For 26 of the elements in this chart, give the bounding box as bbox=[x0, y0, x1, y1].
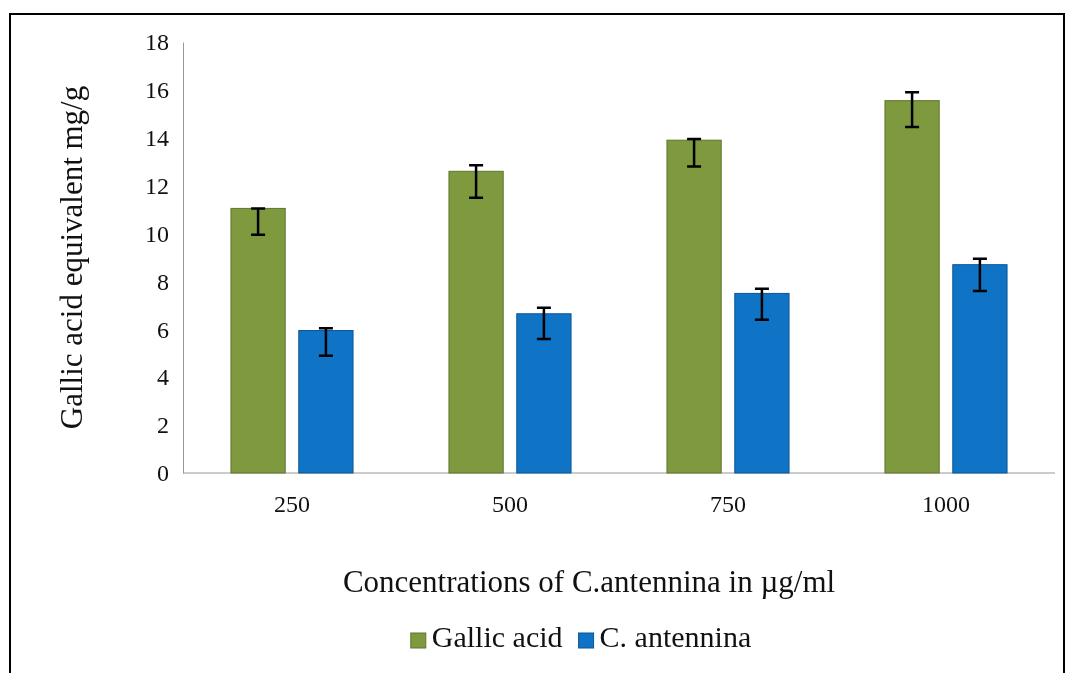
y-tick-label: 8 bbox=[157, 268, 169, 295]
y-tick-label: 16 bbox=[145, 77, 169, 104]
y-tick-label: 2 bbox=[157, 412, 169, 439]
legend-label: C. antennina bbox=[599, 620, 752, 653]
y-tick-label: 18 bbox=[145, 29, 169, 56]
x-tick-label: 250 bbox=[274, 491, 310, 518]
bar bbox=[734, 292, 790, 474]
bar bbox=[230, 207, 286, 474]
bar bbox=[884, 100, 940, 474]
legend-label: Gallic acid bbox=[431, 620, 563, 653]
y-tick-label: 14 bbox=[145, 124, 169, 151]
y-tick-label: 6 bbox=[157, 316, 169, 343]
y-axis-title: Gallic acid equivalent mg/g bbox=[54, 85, 89, 430]
y-tick-label: 10 bbox=[145, 220, 169, 247]
y-tick-label: 0 bbox=[157, 460, 169, 487]
y-tick-label: 12 bbox=[145, 172, 169, 199]
bar bbox=[952, 264, 1008, 474]
y-tick-label: 4 bbox=[157, 364, 169, 391]
bar bbox=[448, 170, 504, 474]
bar bbox=[666, 139, 722, 474]
bar bbox=[298, 330, 354, 474]
x-tick-label: 500 bbox=[492, 491, 528, 518]
x-tick-label: 1000 bbox=[922, 491, 970, 518]
x-axis-title: Concentrations of C.antennina in µg/ml bbox=[342, 564, 836, 599]
bar bbox=[516, 313, 572, 474]
x-tick-label: 750 bbox=[710, 491, 746, 518]
